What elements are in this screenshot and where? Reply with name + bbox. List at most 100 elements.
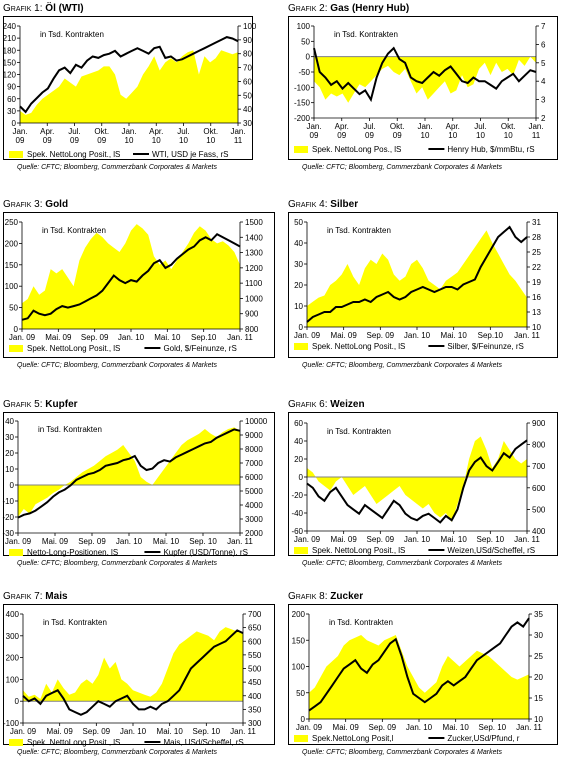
chart-svg: 0 30 60 90 120 150 180 210 240 30 40 50 60 70 80 90 100 J… bbox=[3, 22, 257, 159]
right-tick-label: 600 bbox=[532, 484, 546, 493]
x-tick-label: 09 bbox=[337, 131, 346, 140]
left-tick-label: 200 bbox=[5, 239, 19, 248]
chart-title-main: Zucker bbox=[330, 591, 364, 602]
line-series bbox=[19, 36, 239, 114]
left-tick-label: 20 bbox=[294, 281, 303, 290]
x-tick-label: Jan. bbox=[306, 122, 321, 131]
right-tick-label: 5 bbox=[541, 59, 546, 68]
left-tick-label: -20 bbox=[2, 513, 14, 522]
x-tick-label: Mai. 10 bbox=[443, 723, 470, 732]
in-chart-label: in Tsd. Kontrakten bbox=[40, 30, 104, 39]
right-tick-label: 800 bbox=[532, 441, 546, 450]
legend-line-label: Gold, $/Feinunze, rS bbox=[163, 344, 236, 353]
right-tick-label: 7 bbox=[541, 22, 546, 31]
right-tick-label: 28 bbox=[532, 233, 541, 242]
right-tick-label: 30 bbox=[243, 119, 252, 128]
legend-area-swatch bbox=[9, 151, 23, 158]
x-tick-label: Mai. 10 bbox=[154, 333, 181, 342]
x-tick-label: Mai. 10 bbox=[153, 537, 180, 546]
chart-title: Grafik 5: Kupfer bbox=[3, 399, 78, 410]
chart-source: Quelle: CFTC; Bloomberg, Commerzbank Cor… bbox=[302, 164, 502, 171]
x-tick-label: Jan. 10 bbox=[118, 333, 145, 342]
x-tick-label: Mai. 10 bbox=[157, 727, 184, 736]
area-series bbox=[307, 230, 527, 327]
right-tick-label: 10 bbox=[532, 323, 541, 332]
left-tick-label: 0 bbox=[14, 325, 19, 334]
left-tick-label: 60 bbox=[294, 419, 303, 428]
right-tick-label: 35 bbox=[534, 610, 543, 619]
x-tick-label: Mai. 09 bbox=[47, 727, 74, 736]
legend-area-label: Spek. NettoLong Posit., lS bbox=[312, 342, 405, 351]
chart-source: Quelle: CFTC; Bloomberg, Commerzbank Cor… bbox=[17, 560, 217, 567]
x-tick-label: 09 bbox=[43, 136, 52, 145]
right-tick-label: 5000 bbox=[245, 487, 263, 496]
right-tick-label: 9000 bbox=[245, 431, 263, 440]
x-tick-label: Jan. 11 bbox=[227, 333, 253, 342]
chart-title-prefix: Grafik 2: bbox=[288, 3, 328, 14]
x-tick-label: Mai. 09 bbox=[42, 537, 69, 546]
right-tick-label: 30 bbox=[534, 631, 543, 640]
left-tick-label: 30 bbox=[294, 260, 303, 269]
x-tick-label: Jul. bbox=[363, 122, 375, 131]
x-tick-label: Sep. 09 bbox=[369, 723, 397, 732]
left-tick-label: 150 bbox=[5, 261, 19, 270]
right-tick-label: 25 bbox=[534, 652, 543, 661]
left-tick-label: -20 bbox=[291, 491, 303, 500]
legend-area-label: Spek. NettoLong Posit., lS bbox=[27, 150, 120, 159]
chart-svg: -100 0 100 200 300 400 300 350 400 450 500 550 600 65… bbox=[3, 610, 262, 747]
x-tick-label: Jan. bbox=[12, 127, 27, 136]
x-tick-label: Mai. 10 bbox=[441, 331, 468, 340]
x-tick-label: Mai. 10 bbox=[441, 535, 468, 544]
right-tick-label: 1200 bbox=[245, 264, 263, 273]
legend-line-label: Henry Hub, $/mmBtu, rS bbox=[447, 145, 534, 154]
chart-title: Grafik 7: Mais bbox=[3, 591, 68, 602]
chart-svg: -200-150-100-50050100234567Jan.09Apr.09J… bbox=[294, 22, 546, 154]
x-tick-label: Jul. bbox=[177, 127, 189, 136]
area-series bbox=[18, 427, 240, 517]
line-series bbox=[306, 225, 528, 323]
left-tick-label: 100 bbox=[292, 663, 306, 672]
legend-area-label: Spek. NettoLong Posit., lS bbox=[312, 546, 405, 555]
right-tick-label: 350 bbox=[248, 705, 262, 714]
area-series bbox=[22, 224, 240, 329]
right-tick-label: 16 bbox=[532, 293, 541, 302]
left-tick-label: 200 bbox=[292, 610, 306, 619]
right-tick-label: 40 bbox=[243, 105, 252, 114]
legend-area-label: Spek. NettoLong Posit., lS bbox=[27, 344, 120, 353]
chart-panel-kupfer: Grafik 5: Kupfer Quelle: CFTC; Bloomberg,… bbox=[2, 396, 275, 574]
legend-area-swatch bbox=[294, 343, 308, 350]
right-tick-label: 7000 bbox=[245, 459, 263, 468]
chart-source: Quelle: CFTC; Bloomberg, Commerzbank Cor… bbox=[17, 749, 217, 756]
left-tick-label: 30 bbox=[5, 433, 14, 442]
x-tick-label: Okt. bbox=[94, 127, 109, 136]
x-tick-label: Jan. 11 bbox=[230, 727, 256, 736]
x-tick-label: Jan. 11 bbox=[227, 537, 253, 546]
right-tick-label: 100 bbox=[243, 22, 257, 31]
chart-title-main: Weizen bbox=[330, 399, 365, 410]
x-tick-label: Jan. bbox=[417, 122, 432, 131]
x-tick-label: Jan. 09 bbox=[9, 333, 36, 342]
right-tick-label: 4000 bbox=[245, 501, 263, 510]
line-series bbox=[313, 46, 537, 103]
left-tick-label: 100 bbox=[297, 22, 311, 31]
left-tick-label: -100 bbox=[294, 83, 311, 92]
left-tick-label: 90 bbox=[7, 83, 16, 92]
right-tick-label: 500 bbox=[532, 505, 546, 514]
right-tick-label: 31 bbox=[532, 218, 541, 227]
x-tick-label: Jan. 11 bbox=[516, 723, 542, 732]
x-tick-label: Jan. 11 bbox=[514, 331, 540, 340]
x-tick-label: Jan. 09 bbox=[296, 723, 323, 732]
chart-title: Grafik 1: Öl (WTI) bbox=[3, 3, 84, 14]
in-chart-label: in Tsd. Kontrakten bbox=[327, 226, 391, 235]
legend-line-label: WTI, USD je Fass, rS bbox=[152, 150, 228, 159]
left-tick-label: 0 bbox=[15, 697, 20, 706]
x-tick-label: 09 bbox=[365, 131, 374, 140]
right-tick-label: 8000 bbox=[245, 445, 263, 454]
left-tick-label: 60 bbox=[7, 95, 16, 104]
right-tick-label: 19 bbox=[532, 278, 541, 287]
line-series bbox=[21, 232, 241, 321]
x-tick-label: Sep. 09 bbox=[78, 537, 106, 546]
x-tick-label: Jan. 09 bbox=[294, 535, 321, 544]
right-tick-label: 25 bbox=[532, 248, 541, 257]
x-tick-label: 09 bbox=[16, 136, 25, 145]
